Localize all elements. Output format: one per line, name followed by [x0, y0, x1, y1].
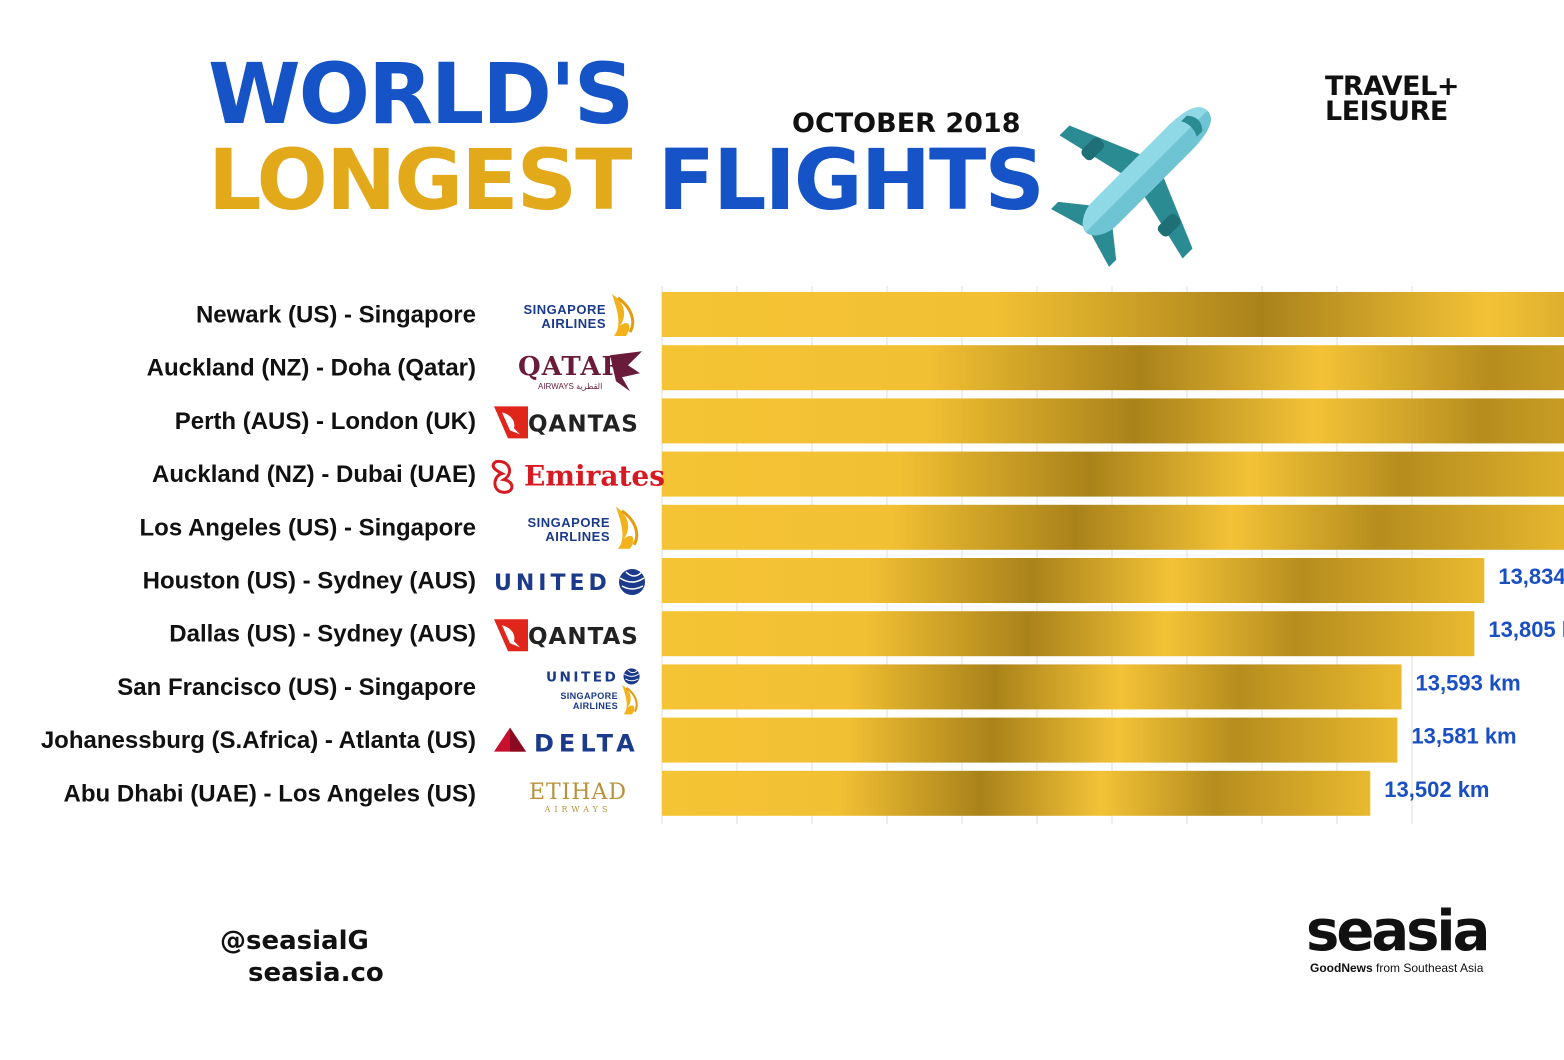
- value-label: 13,834 km: [1498, 564, 1564, 589]
- qantas-kangaroo-icon: [502, 412, 520, 435]
- seasia-logo: seasia: [1306, 899, 1490, 964]
- delta-logo: DELTA: [494, 727, 640, 758]
- subtitle-date: OCTOBER 2018: [792, 108, 1021, 139]
- bar: [662, 451, 1564, 497]
- qantas-text: QANTAS: [528, 411, 639, 437]
- bar: [662, 504, 1564, 550]
- route-labels: Newark (US) - Singapore Auckland (NZ) - D…: [41, 302, 476, 808]
- title-line-1: WORLD'S: [208, 45, 634, 143]
- value-label: 13,581 km: [1411, 724, 1516, 749]
- bar: [662, 717, 1398, 763]
- travel-leisure-logo: TRAVEL+ LEISURE: [1325, 71, 1459, 127]
- route-label: Houston (US) - Sydney (AUS): [143, 568, 476, 595]
- singapore-bird-icon: [621, 509, 639, 546]
- value-label: 13,502 km: [1384, 777, 1489, 802]
- route-label: Dallas (US) - Sydney (AUS): [169, 621, 476, 648]
- singapore-airlines-text: AIRLINES: [573, 701, 618, 711]
- qatar-oryx-icon: [610, 351, 642, 392]
- route-label: Johanessburg (S.Africa) - Atlanta (US): [41, 727, 476, 754]
- qantas-logo: QANTAS: [494, 406, 639, 439]
- qatar-subtext: AIRWAYS القطرية: [538, 382, 602, 391]
- bar: [662, 611, 1475, 657]
- united-logo: UNITED: [494, 569, 645, 596]
- travel-leisure-bottom: LEISURE: [1325, 96, 1448, 127]
- route-label: Abu Dhabi (UAE) - Los Angeles (US): [64, 780, 476, 807]
- airplane-icon: [1051, 107, 1211, 267]
- qatar-text: QATAR: [518, 352, 624, 382]
- travel-leisure-top: TRAVEL+: [1325, 71, 1459, 102]
- title-longest: LONGEST: [208, 131, 632, 229]
- route-label: Auckland (NZ) - Dubai (UAE): [152, 461, 476, 488]
- route-label: Auckland (NZ) - Doha (Qatar): [147, 355, 476, 382]
- bar: [662, 292, 1564, 337]
- united-logo: UNITED: [546, 668, 640, 685]
- singapore-airlines-text: SINGAPORE: [523, 302, 606, 317]
- title-line-2: LONGEST FLIGHTS: [208, 138, 1045, 222]
- emirates-logo: Emirates: [491, 460, 665, 494]
- title-flights: FLIGHTS: [657, 131, 1045, 229]
- qantas-text: QANTAS: [528, 624, 639, 650]
- route-label: Perth (AUS) - London (UK): [175, 408, 476, 435]
- delta-widget-icon: [510, 727, 526, 752]
- value-labels: 15,322 km14,535 km14,500 km14,201 km14,1…: [1384, 564, 1564, 802]
- route-label: Newark (US) - Singapore: [196, 302, 476, 329]
- social-handle: @seasialG: [220, 926, 369, 956]
- singapore-bird-icon: [616, 506, 634, 549]
- route-label: San Francisco (US) - Singapore: [117, 674, 476, 701]
- singapore-airlines-text: SINGAPORE: [560, 691, 618, 701]
- website: seasia.co: [248, 958, 384, 988]
- etihad-text: ETIHAD: [529, 780, 627, 805]
- bars: [662, 292, 1564, 816]
- bar: [662, 558, 1485, 603]
- etihad-subtext: AIRWAYS: [544, 805, 612, 814]
- qantas-logo: QANTAS: [494, 619, 639, 652]
- tagline-rest: from Southeast Asia: [1372, 961, 1484, 975]
- singapore-airlines-text: AIRLINES: [541, 316, 606, 331]
- bar: [662, 345, 1564, 391]
- united-globe-icon: [623, 669, 640, 682]
- value-label: 13,593 km: [1416, 670, 1521, 695]
- qantas-kangaroo-icon: [502, 625, 520, 648]
- bar: [662, 398, 1564, 444]
- united-text: UNITED: [546, 669, 618, 685]
- emirates-calligraphy-icon: [491, 460, 514, 494]
- singapore-bird-icon: [625, 686, 638, 713]
- delta-text: DELTA: [534, 730, 640, 758]
- value-label: 13,805 km: [1488, 617, 1564, 642]
- singapore-bird-icon: [617, 296, 635, 333]
- singapore-bird-icon: [622, 685, 635, 715]
- singapore-airlines-text: SINGAPORE: [527, 515, 610, 530]
- route-label: Los Angeles (US) - Singapore: [140, 514, 476, 541]
- tagline-bold: GoodNews: [1310, 961, 1373, 975]
- seasia-tagline: GoodNews from Southeast Asia: [1310, 961, 1483, 975]
- singapore-bird-icon: [612, 294, 630, 336]
- united-globe-icon: [619, 571, 645, 590]
- emirates-text: Emirates: [524, 460, 665, 493]
- bar: [662, 664, 1402, 710]
- singapore-airlines-text: AIRLINES: [545, 529, 610, 544]
- united-text: UNITED: [494, 571, 611, 596]
- bar: [662, 770, 1371, 816]
